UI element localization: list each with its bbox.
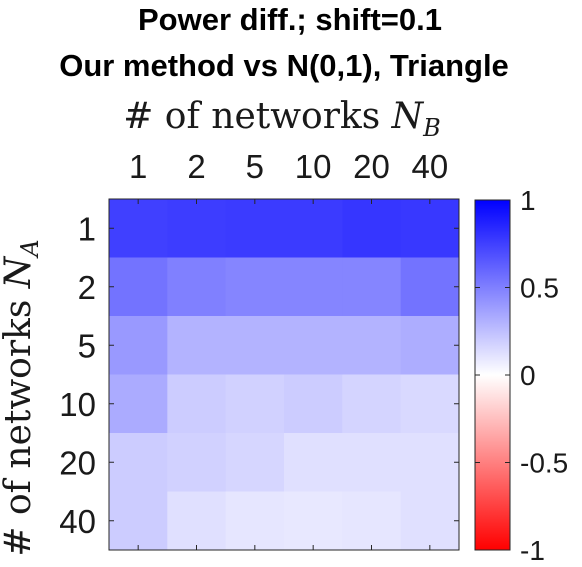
heatmap-cell bbox=[342, 257, 402, 317]
colorbar-ticks: 1 0.5 0 -0.5 -1 bbox=[475, 185, 568, 566]
y-tick-label: 2 bbox=[78, 269, 96, 306]
heatmap-cell bbox=[400, 433, 460, 492]
heatmap-cell bbox=[167, 433, 227, 492]
heatmap-cell bbox=[342, 433, 402, 492]
x-tick-label: 5 bbox=[246, 148, 264, 185]
heatmap-cell bbox=[284, 257, 343, 317]
chart-title-line-1: Power diff.; shift=0.1 bbox=[138, 2, 442, 37]
x-tick-label: 2 bbox=[187, 148, 205, 185]
colorbar-tick-label: 0 bbox=[520, 360, 536, 391]
heatmap-cell bbox=[225, 257, 285, 317]
axis-tick-marks bbox=[109, 199, 459, 550]
heatmap-cell bbox=[284, 199, 343, 258]
y-tick-label: 10 bbox=[59, 386, 96, 423]
heatmap-cell bbox=[225, 374, 285, 434]
colorbar-tick-label: 0.5 bbox=[520, 273, 559, 304]
heatmap-cell bbox=[225, 433, 285, 492]
heatmap-cell bbox=[225, 316, 285, 375]
x-tick-label: 40 bbox=[411, 148, 448, 185]
colorbar-tick-label: -1 bbox=[520, 535, 545, 566]
heatmap-cell bbox=[342, 491, 402, 551]
colorbar bbox=[474, 199, 511, 551]
heatmap-cell bbox=[284, 374, 343, 434]
heatmap-cell bbox=[167, 257, 227, 317]
y-tick-labels: 1 2 5 10 20 40 bbox=[59, 210, 96, 540]
heatmap-cell bbox=[342, 374, 402, 434]
heatmap-cell bbox=[400, 257, 460, 317]
heatmap-cell bbox=[109, 491, 168, 551]
heatmap-cell bbox=[167, 199, 227, 258]
x-axis-label: # of networks NB bbox=[123, 96, 441, 142]
x-tick-label: 1 bbox=[129, 148, 147, 185]
heatmap-cell bbox=[109, 257, 168, 317]
heatmap-cell bbox=[342, 316, 402, 375]
x-tick-label: 10 bbox=[295, 148, 332, 185]
heatmap-cell bbox=[109, 433, 168, 492]
heatmap-cell bbox=[400, 316, 460, 375]
heatmap-cell bbox=[225, 491, 285, 551]
heatmap-cell bbox=[284, 491, 343, 551]
heatmap-cell bbox=[167, 374, 227, 434]
heatmap-cell bbox=[167, 316, 227, 375]
heatmap-cell bbox=[342, 199, 402, 258]
heatmap-cell bbox=[225, 199, 285, 258]
heatmap-cell bbox=[109, 199, 168, 258]
colorbar-tick-label: -0.5 bbox=[520, 448, 568, 479]
heatmap-cell bbox=[400, 374, 460, 434]
heatmap-cell bbox=[400, 491, 460, 551]
heatmap-cell bbox=[284, 433, 343, 492]
y-axis-label: # of networks NA bbox=[0, 239, 44, 556]
heatmap-cell bbox=[109, 374, 168, 434]
x-tick-label: 20 bbox=[353, 148, 390, 185]
heatmap-cell bbox=[400, 199, 460, 258]
y-tick-label: 20 bbox=[59, 444, 96, 481]
colorbar-tick-label: 1 bbox=[520, 185, 536, 216]
chart-title-line-2: Our method vs N(0,1), Triangle bbox=[59, 48, 509, 83]
x-tick-labels: 1 2 5 10 20 40 bbox=[129, 148, 448, 185]
plot-area-frame bbox=[108, 198, 460, 551]
heatmap-cells bbox=[109, 199, 460, 551]
y-tick-label: 40 bbox=[59, 503, 96, 540]
heatmap-cell bbox=[284, 316, 343, 375]
y-tick-label: 5 bbox=[78, 327, 96, 364]
heatmap-cell bbox=[167, 491, 227, 551]
y-tick-label: 1 bbox=[78, 210, 96, 247]
heatmap-cell bbox=[109, 316, 168, 375]
